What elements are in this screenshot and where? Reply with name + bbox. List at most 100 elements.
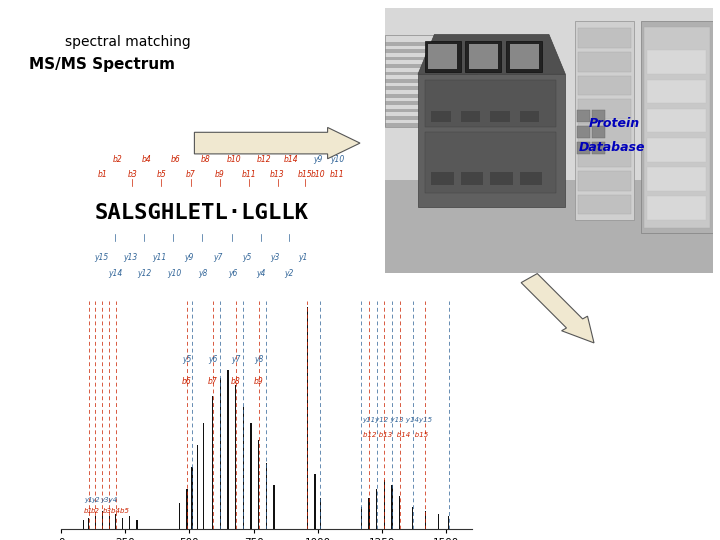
Text: b11: b11 [330, 170, 344, 179]
Text: y8: y8 [254, 355, 264, 364]
Text: b10: b10 [311, 170, 325, 179]
Bar [122, 518, 123, 529]
Text: y11y12 y13 y14y15: y11y12 y13 y14y15 [363, 417, 433, 423]
Bar [94, 516, 96, 529]
Text: b1: b1 [84, 508, 93, 514]
Bar [385, 180, 713, 273]
Text: y4: y4 [256, 269, 266, 278]
Bar [385, 49, 477, 53]
Text: y15: y15 [94, 253, 108, 262]
Bar [384, 481, 385, 529]
Text: y5: y5 [182, 355, 192, 364]
Text: y9: y9 [184, 253, 193, 262]
Bar [577, 110, 590, 122]
Text: y6: y6 [228, 269, 237, 278]
Bar [243, 407, 244, 529]
Bar [361, 507, 362, 529]
Bar [431, 111, 451, 122]
Bar [251, 423, 252, 529]
Text: y6: y6 [208, 355, 217, 364]
Bar [399, 496, 400, 529]
Bar [520, 172, 542, 185]
Bar [578, 28, 631, 48]
Bar [490, 111, 510, 122]
Bar [258, 441, 259, 529]
Bar [412, 507, 413, 529]
Text: b13: b13 [270, 170, 285, 179]
Text: y2: y2 [284, 269, 294, 278]
Bar [461, 172, 484, 185]
Text: y13: y13 [123, 253, 138, 262]
Text: b1: b1 [98, 170, 108, 179]
Bar [220, 379, 221, 529]
Bar [129, 516, 130, 529]
Text: y14: y14 [109, 269, 122, 278]
Bar [578, 123, 631, 143]
Text: b2: b2 [91, 508, 100, 514]
Text: y3: y3 [270, 253, 279, 262]
Text: b8: b8 [200, 155, 210, 164]
Text: y7: y7 [213, 253, 222, 262]
Text: y9: y9 [313, 155, 323, 164]
Text: b12: b12 [256, 155, 271, 164]
Bar [315, 474, 316, 529]
Bar [266, 463, 267, 529]
Text: Database: Database [578, 141, 645, 154]
Bar [431, 172, 454, 185]
Bar [592, 126, 605, 138]
Bar [575, 21, 634, 220]
Text: y8: y8 [199, 269, 208, 278]
Bar [647, 79, 706, 103]
Bar [578, 52, 631, 72]
Bar [203, 423, 204, 529]
Bar [385, 94, 477, 98]
Bar [385, 42, 477, 46]
Text: b3: b3 [127, 170, 137, 179]
Bar [577, 126, 590, 138]
Bar [578, 171, 631, 191]
Text: b15: b15 [298, 170, 312, 179]
Bar [425, 511, 426, 529]
Text: b10: b10 [228, 155, 242, 164]
Bar [186, 489, 187, 529]
Text: b7: b7 [207, 377, 217, 386]
Bar [425, 132, 556, 193]
Bar [385, 124, 477, 127]
Text: b7: b7 [186, 170, 196, 179]
Bar [385, 35, 477, 127]
Bar [88, 518, 89, 529]
Text: y10: y10 [330, 155, 344, 164]
Bar [385, 109, 477, 112]
Bar [418, 74, 565, 206]
Text: b12 b13  b14  b15: b12 b13 b14 b15 [363, 432, 428, 438]
Text: y11: y11 [152, 253, 166, 262]
Text: b6: b6 [182, 377, 192, 386]
Bar [578, 99, 631, 119]
Bar [520, 111, 539, 122]
Bar [385, 72, 477, 75]
Bar [212, 396, 213, 529]
Bar [425, 41, 461, 72]
FancyArrow shape [521, 274, 594, 343]
Bar [274, 485, 275, 529]
Text: y1: y1 [84, 497, 93, 503]
Bar [320, 498, 321, 529]
Bar [592, 110, 605, 122]
Text: y10: y10 [167, 269, 181, 278]
Bar [577, 141, 590, 153]
Bar [115, 514, 117, 529]
Text: Protein: Protein [588, 117, 639, 130]
Bar [469, 44, 498, 69]
Bar [465, 41, 502, 72]
Text: b11: b11 [242, 170, 256, 179]
Bar [83, 521, 84, 529]
Text: SALSGHLETL·LGLLK: SALSGHLETL·LGLLK [94, 203, 309, 224]
Bar [235, 385, 236, 529]
Bar [385, 86, 477, 90]
Bar [192, 467, 193, 529]
Bar [425, 79, 556, 127]
Text: b4: b4 [142, 155, 152, 164]
Bar [136, 521, 138, 529]
Bar [438, 514, 439, 529]
Bar [578, 194, 631, 214]
